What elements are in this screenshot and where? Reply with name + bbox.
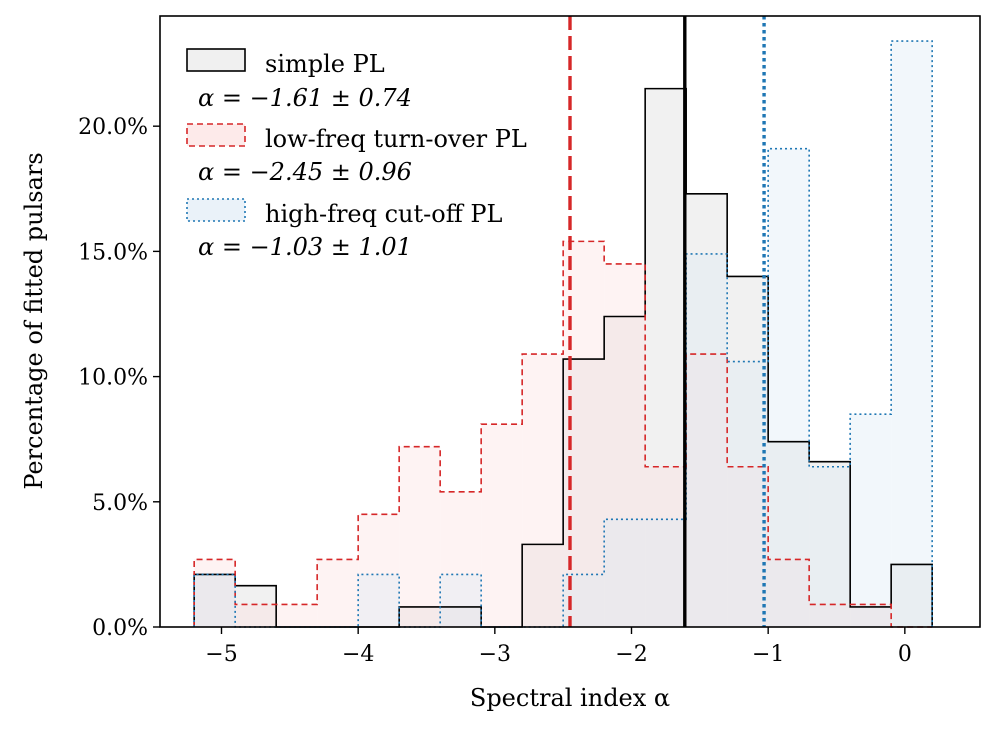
simple-pl-bar-10 [604,316,646,627]
legend-swatch-low-freq [186,123,246,147]
x-tick-label: −4 [342,642,374,667]
y-tick-label: 10.0% [78,366,148,391]
x-axis-ticks: −5 −4 −3 −2 −1 0 [205,627,912,667]
x-tick-label: −5 [205,642,237,667]
legend-swatch-simple-pl [186,48,246,72]
x-tick-label: −1 [752,642,784,667]
simple-pl-bar-0 [194,574,236,627]
simple-pl-bar-6 [440,606,482,627]
legend-label-high-freq: high-freq cut-off PL [265,200,503,228]
low-freq-turn-over-pl-bar-0 [194,559,236,627]
low-freq-turn-over-pl-bar-14 [768,559,810,627]
y-tick-label: 5.0% [92,491,148,516]
y-tick-label: 20.0% [78,115,148,140]
simple-pl-bar-12 [686,193,728,627]
x-axis-label: Spectral index α [470,684,670,712]
low-freq-turn-over-pl-bar-15 [809,604,851,627]
legend-stat-simple-pl: α = −1.61 ± 0.74 [198,84,412,112]
legend-stat-low-freq: α = −2.45 ± 0.96 [198,158,412,186]
high-freq-cut-off-pl-bar-10 [604,519,646,627]
legend: simple PL α = −1.61 ± 0.74 low-freq turn… [186,48,527,261]
low-freq-turn-over-pl-bar-13 [727,466,769,627]
y-axis-label: Percentage of fitted pulsars [20,152,48,489]
high-freq-cut-off-pl-bar-16 [850,414,892,627]
low-freq-turn-over-pl-bar-6 [440,491,482,627]
low-freq-turn-over-pl-bar-11 [645,466,687,627]
high-freq-cut-off-pl-bar-15 [809,466,851,627]
y-tick-label: 0.0% [92,616,148,641]
x-tick-label: −3 [479,642,511,667]
low-freq-turn-over-pl-outline [193,240,933,628]
simple-pl-bar-14 [768,441,810,627]
low-freq-turn-over-pl-bar-10 [604,263,646,627]
x-tick-label: −2 [615,642,647,667]
high-freq-cut-off-pl-bar-13 [727,361,769,627]
simple-pl-bar-15 [809,461,851,627]
high-freq-cut-off-pl-bar-17 [891,41,933,627]
simple-pl-bar-13 [727,276,769,627]
mean-lines [568,16,766,627]
low-freq-turn-over-pl-bar-3 [317,559,359,627]
high-freq-cut-off-pl-bar-6 [440,574,482,627]
low-freq-turn-over-pl-bar-12 [686,354,728,627]
low-freq-turn-over-pl-bar-4 [358,514,400,627]
low-freq-turn-over-pl-bar-16 [850,604,892,627]
high-freq-cut-off-pl-bar-11 [645,519,687,627]
legend-swatch-high-freq [186,198,246,222]
high-freq-cut-off-pl-bar-4 [358,574,400,627]
simple-pl-bar-11 [645,88,687,628]
x-tick-label: 0 [898,642,912,667]
simple-pl-bar-8 [522,544,564,627]
simple-pl-bar-17 [891,564,933,627]
plot-frame [159,15,981,628]
y-axis-ticks: 0.0% 5.0% 10.0% 15.0% 20.0% [78,115,160,641]
legend-label-simple-pl: simple PL [265,50,385,78]
low-freq-turn-over-pl-bar-1 [235,604,277,627]
simple-pl-bar-5 [399,606,441,627]
high-freq-cut-off-pl-bar-12 [686,253,728,627]
high-freq-cut-off-pl-bar-0 [194,574,236,627]
simple-pl-bar-1 [235,585,277,627]
low-freq-turn-over-pl-bar-8 [522,354,564,627]
legend-label-low-freq: low-freq turn-over PL [265,125,527,153]
low-freq-turn-over-pl-bar-2 [276,604,318,627]
y-tick-label: 15.0% [78,240,148,265]
legend-stat-high-freq: α = −1.03 ± 1.01 [198,233,412,261]
simple-pl-bar-16 [850,606,892,627]
high-freq-cut-off-pl-bar-14 [768,148,810,627]
low-freq-turn-over-pl-bar-5 [399,446,441,627]
low-freq-turn-over-pl-bar-7 [481,424,523,627]
